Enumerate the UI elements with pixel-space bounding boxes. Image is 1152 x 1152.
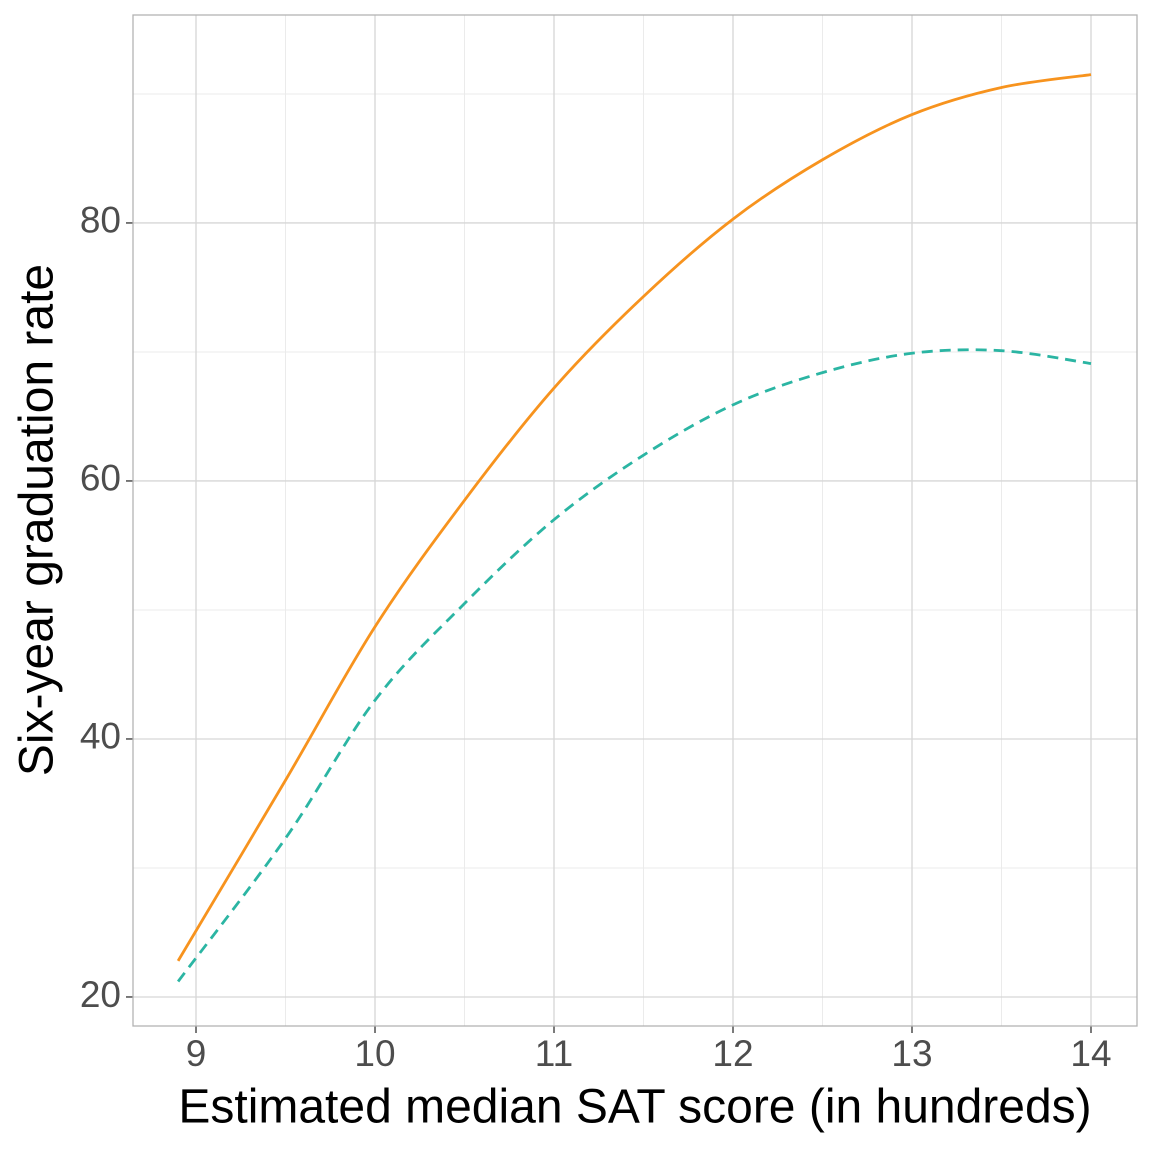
x-tick-label: 10 [354,1033,395,1074]
y-tick-label: 80 [80,200,121,241]
x-tick-label: 11 [535,1033,573,1074]
y-axis-title: Six-year graduation rate [11,264,64,776]
x-tick-label: 9 [186,1033,207,1074]
series-line [176,73,1092,962]
y-tick-label: 40 [80,716,121,757]
y-tick-label: 20 [80,974,121,1015]
y-tick-label: 60 [80,458,121,499]
x-tick-label: 13 [891,1033,932,1074]
x-axis-title: Estimated median SAT score (in hundreds) [178,1081,1091,1134]
x-tick-label: 14 [1070,1033,1111,1074]
x-tick-label: 12 [712,1033,753,1074]
plot-border [132,14,1138,1027]
